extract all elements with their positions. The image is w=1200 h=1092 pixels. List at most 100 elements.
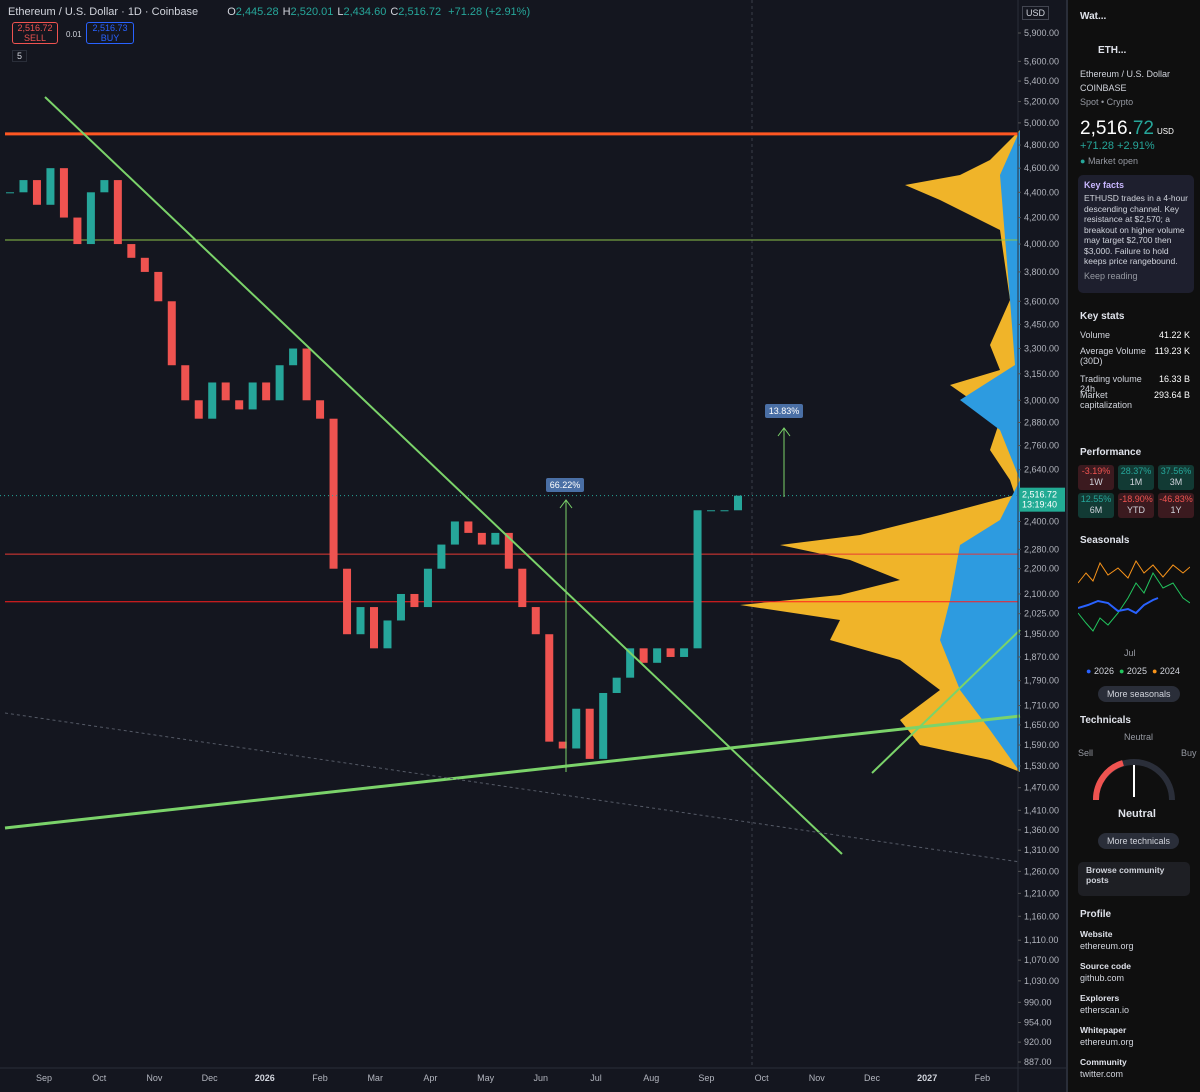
y-tick-label: 3,300.00 [1024,344,1059,354]
trendline [4,712,1021,863]
keep-reading[interactable]: Keep reading [1084,270,1138,281]
candle [316,400,325,419]
y-tick-label: 1,590.00 [1024,740,1059,750]
y-tick-label: 1,470.00 [1024,783,1059,793]
y-tick-label: 3,000.00 [1024,395,1059,405]
y-tick-label: 2,640.00 [1024,465,1059,475]
candle [167,301,176,366]
y-tick-label: 990.00 [1024,997,1052,1007]
y-tick-label: 2,200.00 [1024,564,1059,574]
legend: 2026 [1093,666,1114,676]
x-tick-label: Sep [36,1073,52,1083]
y-tick-label: 4,000.00 [1024,239,1059,249]
candle [653,648,662,663]
trendline [4,714,1021,830]
candle [666,648,675,657]
section-title: Seasonals [1080,535,1130,546]
seasonal-line [1078,597,1159,615]
candle [518,568,527,608]
seasonals-chart [1078,559,1190,632]
ticker[interactable]: ETH... [1098,45,1127,56]
candle [370,607,378,649]
y-tick-label: 2,100.00 [1024,589,1059,599]
ohlc-key: H [282,6,291,18]
symbol[interactable]: Ethereum / U.S. Dollar · 1D · Coinbase [8,6,199,18]
indicators-toggle[interactable]: 5 [12,50,28,62]
community-button[interactable]: Browse community posts [1078,862,1190,896]
perf-value: 37.56% [1160,466,1192,476]
perf-period: 6M [1089,505,1103,515]
gauge-right: Buy [1181,748,1197,758]
candle [680,648,689,657]
candle [127,244,136,258]
profile-label: Website [1080,929,1113,939]
y-tick-label: 5,000.00 [1024,118,1059,128]
candle [396,593,405,621]
stat-value: 293.64 B [1153,390,1190,400]
x-tick-label: Mar [367,1073,383,1083]
candle [545,634,554,742]
x-tick-label: Oct [755,1073,770,1083]
y-tick-label: 887.00 [1024,1057,1052,1067]
profile-link[interactable]: etherscan.io [1080,1005,1130,1015]
buy-button[interactable]: 2,516.73 BUY [86,22,134,44]
candle [423,568,432,608]
y-tick-label: 1,530.00 [1024,761,1059,771]
perf-cell: -18.90% YTD [1118,493,1154,518]
perf-period: 1M [1129,477,1143,487]
spread: 0.01 [66,30,82,39]
currency[interactable]: USD [1022,6,1050,20]
y-tick-label: 3,150.00 [1024,369,1059,379]
ohlc-value: 2,445.28 [235,6,279,18]
x-tick-label: Feb [975,1073,991,1083]
ohlc-key: L [337,6,344,18]
y-tick-label: 4,600.00 [1024,163,1059,173]
chart: 66.22% 13.83% 5,900.00 5,600.00 5,400.00 5,… [0,0,1066,1092]
perf-period: 3M [1169,477,1183,487]
y-tick-label: 4,800.00 [1024,140,1059,150]
x-tick-label: Oct [92,1073,107,1083]
profile-link[interactable]: ethereum.org [1080,1037,1134,1047]
candle [410,593,419,608]
perf-value: -18.90% [1119,494,1153,504]
candle [626,648,635,678]
more-seasonals[interactable]: More seasonals [1098,686,1180,702]
candle [329,418,338,569]
sidebar: Wat... ETH... Ethereum / U.S. Dollar COI… [1066,0,1200,1092]
stat-value: 119.23 K [1154,346,1190,356]
technicals-result: Neutral [1118,808,1156,820]
trendline [871,629,1021,774]
tab[interactable]: Wat... [1080,11,1107,22]
y-tick-label: 3,450.00 [1024,319,1059,329]
y-tick-label: 1,710.00 [1024,701,1059,711]
candle [693,510,702,649]
more-technicals[interactable]: More technicals [1098,833,1180,849]
profile-label: Whitepaper [1080,1025,1127,1035]
sell-button[interactable]: 2,516.72 SELL [12,22,58,44]
candle [383,620,392,649]
profile-link[interactable]: twitter.com [1080,1069,1124,1079]
ohlc-value: 2,434.60 [343,6,387,18]
candle [59,168,68,218]
perf-cell: -46.83% 1Y [1158,493,1194,518]
candle [140,257,149,272]
x-tick-label: Nov [809,1073,826,1083]
gauge-sell [1092,760,1125,801]
candle [734,495,742,511]
x-tick-label: Feb [312,1073,328,1083]
seasonal-month: Jul [1124,648,1136,658]
profile-link[interactable]: github.com [1080,973,1125,983]
candle [154,271,163,302]
status: Market open [1087,156,1138,166]
candle [437,544,446,569]
profile-link[interactable]: ethereum.org [1080,941,1134,951]
measure-label: 13.83% [769,406,800,416]
candle [73,217,82,245]
y-tick-label: 2,400.00 [1024,516,1059,526]
candle [113,180,122,245]
x-tick-label: 2027 [917,1073,937,1083]
y-tick-label: 1,070.00 [1024,955,1059,965]
price-change: +71.28 +2.91% [1080,140,1155,152]
y-tick-label: 1,950.00 [1024,629,1059,639]
last-price-label: 2,516.72 [1022,490,1057,500]
